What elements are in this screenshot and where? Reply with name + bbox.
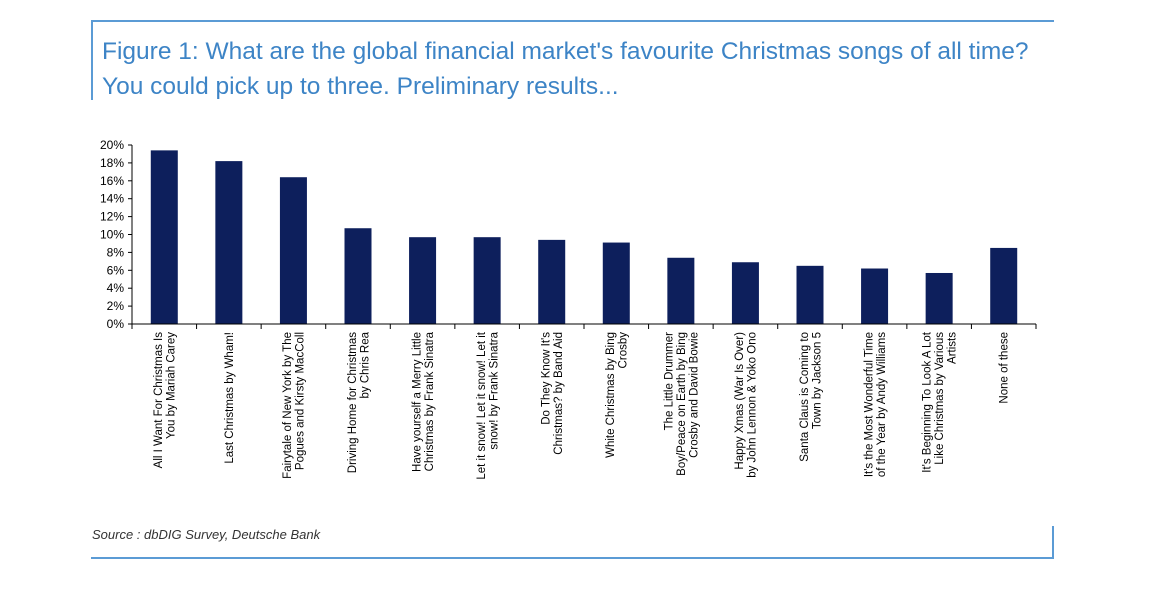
source-note: Source : dbDIG Survey, Deutsche Bank xyxy=(92,527,321,542)
x-category-label-line: Christmas? by Band Aid xyxy=(553,332,565,455)
x-category-label-line: You by Mariah Carey xyxy=(166,332,178,439)
frame-bottom-border xyxy=(91,557,1054,559)
bar xyxy=(150,150,178,324)
x-category-label-line: Do They Know It's xyxy=(540,332,552,425)
bar xyxy=(344,228,372,324)
bar xyxy=(667,257,695,324)
bars xyxy=(150,150,1018,324)
x-category-label-line: Have yourself a Merry Little xyxy=(411,332,423,472)
x-category-label-line: by John Lennon & Yoko Ono xyxy=(747,332,759,478)
y-axis: 0% 2% 4% 6% 8% 10% 12% 14% 16% 18% 20% xyxy=(100,138,133,331)
x-category-label-line: Santa Claus is Coming to xyxy=(799,332,811,462)
bar xyxy=(215,161,243,324)
y-tick-label: 14% xyxy=(100,192,124,206)
x-category-label-line: by Chris Rea xyxy=(359,331,371,398)
bar xyxy=(925,272,953,324)
x-category-label-line: All I Want For Christmas Is xyxy=(153,332,165,469)
x-category-label: None of these xyxy=(999,332,1011,404)
x-category-label-line: The Little Drummer xyxy=(663,332,675,431)
y-tick-label: 2% xyxy=(107,299,125,313)
bar xyxy=(796,265,824,324)
y-tick-label: 18% xyxy=(100,156,124,170)
y-tick-label: 16% xyxy=(100,174,124,188)
x-category-label: Santa Claus is Coming to Town by Jackson … xyxy=(799,332,824,462)
x-category-label-line: It's Beginning To Look A Lot xyxy=(922,331,934,473)
y-tick-label: 8% xyxy=(107,245,125,259)
x-category-label-line: Crosby xyxy=(618,332,630,369)
x-category-label: Last Christmas by Wham! xyxy=(224,332,236,464)
bar xyxy=(602,242,630,324)
figure-title: Figure 1: What are the global financial … xyxy=(102,38,1029,100)
bar xyxy=(861,268,889,324)
y-tick-label: 12% xyxy=(100,210,124,224)
bar xyxy=(731,262,759,324)
x-category-label-line: None of these xyxy=(999,332,1011,404)
y-tick-label: 0% xyxy=(107,317,125,331)
x-category-label-line: Pogues and Kirsty MacColl xyxy=(295,332,307,470)
x-category-label: It's the Most Wonderful Time of the Year … xyxy=(863,332,888,477)
x-category-label-line: White Christmas by Bing xyxy=(605,332,617,458)
x-category-label: White Christmas by Bing Crosby xyxy=(605,332,630,458)
y-tick-label: 20% xyxy=(100,138,124,152)
x-category-label: Let it snow! Let it snow! Let it snow! by… xyxy=(476,331,501,479)
x-category-label: All I Want For Christmas Is You by Mariah… xyxy=(153,332,178,469)
x-category-label: Have yourself a Merry Little Christmas by… xyxy=(411,331,436,472)
bar xyxy=(473,237,501,324)
x-category-label-line: Let it snow! Let it snow! Let it xyxy=(476,331,488,479)
x-category-label: Do They Know It's Christmas? by Band Aid xyxy=(540,332,565,455)
x-category-label-line: Artists xyxy=(947,332,959,364)
x-category-label-line: It's the Most Wonderful Time xyxy=(863,332,875,477)
bar xyxy=(990,247,1018,324)
x-category-label-line: of the Year by Andy Williams xyxy=(876,332,888,477)
x-category-label-line: Crosby and David Bowie xyxy=(688,332,700,458)
bar xyxy=(409,237,437,324)
frame-right-border xyxy=(1052,526,1054,559)
x-category-label: Driving Home for Christmas by Chris Rea xyxy=(347,331,372,473)
x-category-label-line: snow! by Frank Sinatra xyxy=(488,331,500,449)
y-tick-label: 10% xyxy=(100,228,124,242)
x-category-label: It's Beginning To Look A Lot Like Christm… xyxy=(922,331,959,473)
bar xyxy=(279,177,307,324)
x-category-label-line: Town by Jackson 5 xyxy=(811,332,823,429)
bar xyxy=(538,239,566,324)
x-category-label: Fairytale of New York by The Pogues and K… xyxy=(282,332,307,479)
y-tick-label: 6% xyxy=(107,263,125,277)
x-axis: All I Want For Christmas Is You by Mariah… xyxy=(131,323,1037,480)
x-category-label-line: Driving Home for Christmas xyxy=(347,332,359,473)
y-tick-label: 4% xyxy=(107,281,125,295)
x-category-label-line: Happy Xmas (War Is Over) xyxy=(734,332,746,470)
frame-left-border xyxy=(91,20,93,100)
x-category-label-line: Boy/Peace on Earth by Bing xyxy=(676,332,688,476)
x-category-label: Happy Xmas (War Is Over) by John Lennon &… xyxy=(734,332,759,478)
x-category-label-line: Fairytale of New York by The xyxy=(282,332,294,479)
x-category-label: The Little Drummer Boy/Peace on Earth by … xyxy=(663,332,700,476)
frame-top-border xyxy=(91,20,1054,22)
x-category-label-line: Christmas by Frank Sinatra xyxy=(424,331,436,471)
x-category-label-line: Last Christmas by Wham! xyxy=(224,332,236,464)
x-category-label-line: Like Christmas by Various xyxy=(934,332,946,465)
